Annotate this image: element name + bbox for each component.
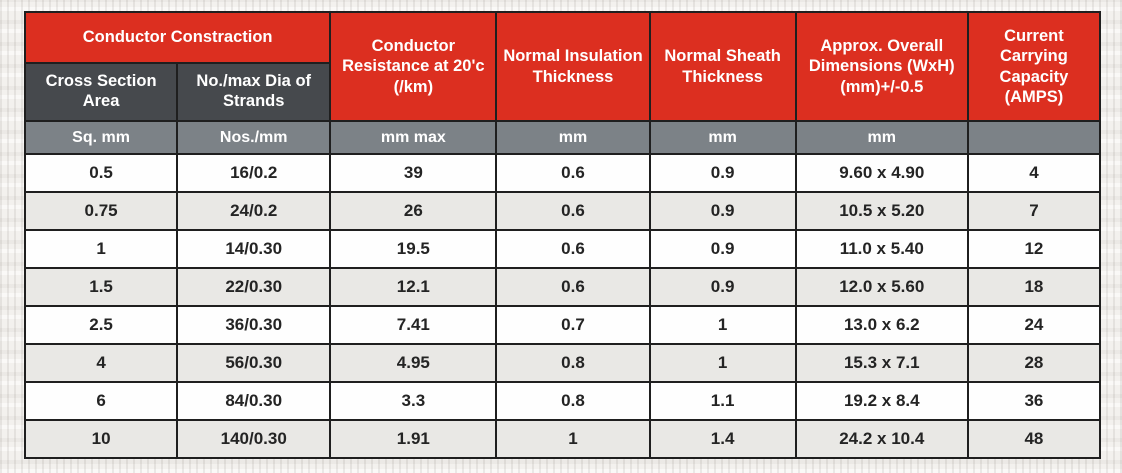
unit-nos-mm: Nos./mm <box>176 120 332 155</box>
cell-dimensions: 9.60 x 4.90 <box>794 153 969 193</box>
cell-capacity: 7 <box>966 191 1102 231</box>
cell-resistance: 39 <box>329 153 498 193</box>
unit-mm-sheath: mm <box>648 120 797 155</box>
cell-dimensions: 13.0 x 6.2 <box>794 305 969 345</box>
cell-dimensions: 15.3 x 7.1 <box>794 343 969 383</box>
cell-capacity: 28 <box>966 343 1102 383</box>
cell-capacity: 48 <box>966 419 1102 459</box>
cell-sheath: 1 <box>648 305 797 345</box>
cell-resistance: 7.41 <box>329 305 498 345</box>
cell-dimensions: 24.2 x 10.4 <box>794 419 969 459</box>
cell-cross-section: 4 <box>23 343 179 383</box>
table-row: 1.5 22/0.30 12.1 0.6 0.9 12.0 x 5.60 18 <box>23 267 1102 307</box>
table-row: 0.5 16/0.2 39 0.6 0.9 9.60 x 4.90 4 <box>23 153 1102 193</box>
cell-insulation: 0.7 <box>495 305 651 345</box>
subheader-dia-of-strands: No./max Dia of Strands <box>176 62 332 122</box>
cell-sheath: 1.4 <box>648 419 797 459</box>
cell-sheath: 0.9 <box>648 191 797 231</box>
cell-strands: 56/0.30 <box>176 343 332 383</box>
header-conductor-construction: Conductor Constraction <box>23 11 332 64</box>
unit-empty <box>966 120 1102 155</box>
header-sheath-thickness: Normal Sheath Thickness <box>648 11 797 122</box>
cell-cross-section: 1.5 <box>23 267 179 307</box>
cell-insulation: 0.8 <box>495 381 651 421</box>
table-header: Conductor Constraction Conductor Resista… <box>23 11 1102 155</box>
cell-resistance: 4.95 <box>329 343 498 383</box>
table-body: 0.5 16/0.2 39 0.6 0.9 9.60 x 4.90 4 0.75… <box>23 153 1102 459</box>
cell-capacity: 24 <box>966 305 1102 345</box>
cell-dimensions: 12.0 x 5.60 <box>794 267 969 307</box>
header-insulation-thickness: Normal Insulation Thickness <box>495 11 651 122</box>
cell-sheath: 1 <box>648 343 797 383</box>
cell-insulation: 0.6 <box>495 229 651 269</box>
header-overall-dimensions: Approx. Overall Dimensions (WxH)(mm)+/-0… <box>794 11 969 122</box>
header-row-group: Conductor Constraction Conductor Resista… <box>23 11 1102 122</box>
cell-sheath: 1.1 <box>648 381 797 421</box>
cell-strands: 16/0.2 <box>176 153 332 193</box>
cell-capacity: 18 <box>966 267 1102 307</box>
table-row: 1 14/0.30 19.5 0.6 0.9 11.0 x 5.40 12 <box>23 229 1102 269</box>
cell-cross-section: 0.5 <box>23 153 179 193</box>
cable-spec-table: Conductor Constraction Conductor Resista… <box>23 11 1102 459</box>
cell-insulation: 0.8 <box>495 343 651 383</box>
cell-capacity: 12 <box>966 229 1102 269</box>
cell-resistance: 3.3 <box>329 381 498 421</box>
cell-strands: 22/0.30 <box>176 267 332 307</box>
cell-cross-section: 0.75 <box>23 191 179 231</box>
cell-cross-section: 1 <box>23 229 179 269</box>
cell-insulation: 1 <box>495 419 651 459</box>
subheader-cross-section-area: Cross Section Area <box>23 62 179 122</box>
table-row: 10 140/0.30 1.91 1 1.4 24.2 x 10.4 48 <box>23 419 1102 459</box>
cell-strands: 14/0.30 <box>176 229 332 269</box>
cell-capacity: 36 <box>966 381 1102 421</box>
header-row-sub: Cross Section Area No./max Dia of Strand… <box>23 62 1100 122</box>
table-row: 0.75 24/0.2 26 0.6 0.9 10.5 x 5.20 7 <box>23 191 1102 231</box>
cell-insulation: 0.6 <box>495 153 651 193</box>
cell-dimensions: 11.0 x 5.40 <box>794 229 969 269</box>
cell-resistance: 26 <box>329 191 498 231</box>
unit-mm-dimensions: mm <box>794 120 969 155</box>
table-row: 4 56/0.30 4.95 0.8 1 15.3 x 7.1 28 <box>23 343 1102 383</box>
table-row: 2.5 36/0.30 7.41 0.7 1 13.0 x 6.2 24 <box>23 305 1102 345</box>
cell-capacity: 4 <box>966 153 1102 193</box>
header-conductor-resistance: Conductor Resistance at 20'c (/km) <box>329 11 498 122</box>
cell-sheath: 0.9 <box>648 267 797 307</box>
cell-resistance: 19.5 <box>329 229 498 269</box>
units-row: Sq. mm Nos./mm mm max mm mm mm <box>23 120 1102 155</box>
cell-cross-section: 2.5 <box>23 305 179 345</box>
cell-strands: 36/0.30 <box>176 305 332 345</box>
cell-strands: 24/0.2 <box>176 191 332 231</box>
cell-dimensions: 10.5 x 5.20 <box>794 191 969 231</box>
cell-cross-section: 6 <box>23 381 179 421</box>
unit-mm-max: mm max <box>329 120 498 155</box>
unit-sq-mm: Sq. mm <box>23 120 179 155</box>
cell-sheath: 0.9 <box>648 229 797 269</box>
cell-cross-section: 10 <box>23 419 179 459</box>
cell-resistance: 12.1 <box>329 267 498 307</box>
unit-mm-insulation: mm <box>495 120 651 155</box>
cell-strands: 84/0.30 <box>176 381 332 421</box>
cell-dimensions: 19.2 x 8.4 <box>794 381 969 421</box>
table-row: 6 84/0.30 3.3 0.8 1.1 19.2 x 8.4 36 <box>23 381 1102 421</box>
cell-insulation: 0.6 <box>495 267 651 307</box>
cell-sheath: 0.9 <box>648 153 797 193</box>
cell-insulation: 0.6 <box>495 191 651 231</box>
cell-strands: 140/0.30 <box>176 419 332 459</box>
cell-resistance: 1.91 <box>329 419 498 459</box>
header-current-capacity: Current Carrying Capacity (AMPS) <box>966 11 1102 122</box>
